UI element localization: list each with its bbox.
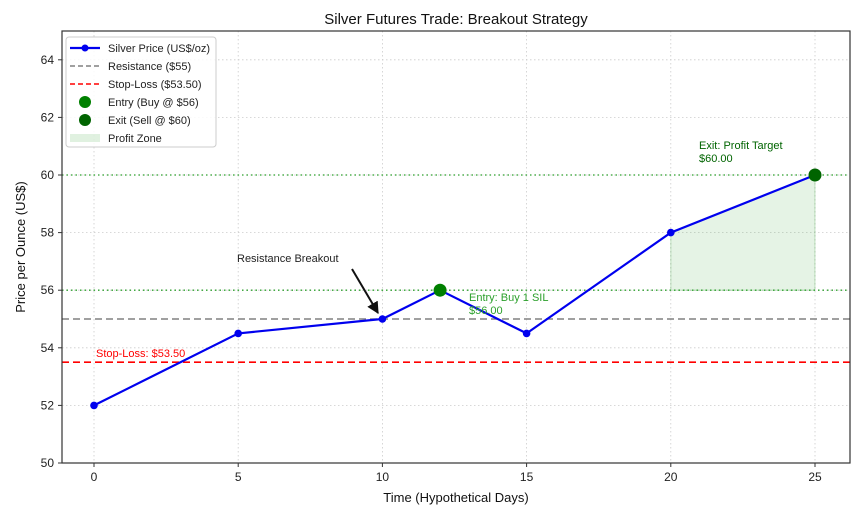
y-tick-label: 54: [41, 341, 55, 355]
y-tick-label: 56: [41, 283, 55, 297]
legend-label: Profit Zone: [108, 133, 162, 145]
reference-lines: [62, 174, 850, 364]
y-axis: 50 52 54 56 58 60 62 64: [41, 53, 62, 470]
profit-zone: [670, 174, 816, 291]
price-point: [234, 329, 242, 338]
marker-point: [433, 283, 447, 297]
y-tick-label: 60: [41, 168, 55, 182]
annotation-exit: Exit: Profit Target: [699, 140, 783, 152]
annotation-entry: Entry: Buy 1 SIL: [469, 292, 548, 304]
x-tick-label: 20: [664, 470, 678, 484]
trade-markers: [433, 168, 822, 297]
annotation-entry: $56.00: [469, 305, 503, 317]
legend-label: Stop-Loss ($53.50): [108, 79, 202, 91]
y-tick-label: 58: [41, 226, 55, 240]
x-tick-label: 0: [91, 470, 98, 484]
x-axis-label: Time (Hypothetical Days): [383, 490, 528, 505]
y-tick-label: 52: [41, 398, 55, 412]
y-tick-label: 62: [41, 110, 55, 124]
x-tick-label: 5: [235, 470, 242, 484]
x-tick-label: 25: [808, 470, 822, 484]
profit-zone-area: [670, 174, 816, 291]
legend-box: [65, 36, 217, 148]
annotation-stoploss: Stop-Loss: $53.50: [96, 348, 185, 360]
annotation-exit: $60.00: [699, 153, 733, 165]
legend-label: Silver Price (US$/oz): [108, 43, 210, 55]
legend-label: Entry (Buy @ $56): [108, 97, 199, 109]
y-tick-label: 64: [41, 53, 55, 67]
price-point: [378, 315, 387, 323]
plot-frame: [61, 30, 851, 464]
chart-title: Silver Futures Trade: Breakout Strategy: [324, 11, 588, 28]
x-axis: 0 5 10 15 20 25: [91, 463, 822, 484]
price-point: [522, 329, 531, 338]
price-point: [90, 401, 98, 410]
annotation-breakout: Resistance Breakout: [237, 253, 339, 265]
legend-label: Resistance ($55): [108, 61, 191, 73]
annotations: Resistance Breakout Entry: Buy 1 SIL$56.0…: [96, 140, 783, 360]
y-axis-label: Price per Ounce (US$): [13, 181, 28, 313]
x-tick-label: 10: [376, 470, 390, 484]
x-tick-label: 15: [520, 470, 534, 484]
price-point: [667, 228, 675, 237]
legend: Silver Price (US$/oz) Resistance ($55) Sto…: [65, 36, 217, 148]
arrow-icon: [351, 268, 379, 315]
y-tick-label: 50: [41, 456, 55, 470]
marker-point: [808, 168, 822, 182]
legend-label: Exit (Sell @ $60): [108, 115, 191, 127]
